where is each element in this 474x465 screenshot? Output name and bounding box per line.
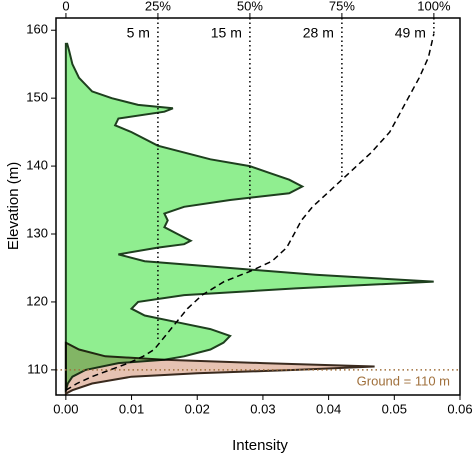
x-axis-label: Intensity bbox=[232, 437, 288, 454]
percentile-label: 28 m bbox=[303, 25, 334, 41]
x2-tick-label: 100% bbox=[417, 0, 451, 13]
y-tick-label: 110 bbox=[27, 361, 48, 376]
y-tick-label: 160 bbox=[26, 22, 48, 37]
percentile-label: 15 m bbox=[211, 25, 242, 41]
x-tick-label: 0.03 bbox=[250, 401, 275, 416]
x-tick-label: 0.04 bbox=[316, 401, 341, 416]
x-tick-label: 0.02 bbox=[185, 401, 210, 416]
y-axis-label: Elevation (m) bbox=[5, 162, 22, 250]
x-tick-label: 0.05 bbox=[382, 401, 407, 416]
percentile-label: 49 m bbox=[395, 25, 426, 41]
plot-frame bbox=[55, 17, 461, 396]
cumulative-line bbox=[65, 33, 435, 391]
x2-tick-label: 25% bbox=[145, 0, 171, 13]
x-tick-label: 0.00 bbox=[53, 401, 78, 416]
x-tick-label: 0.01 bbox=[119, 401, 144, 416]
percentile-label: 5 m bbox=[127, 25, 150, 41]
y-tick-label: 130 bbox=[26, 225, 48, 240]
x2-tick-label: 75% bbox=[329, 0, 355, 13]
y-tick-label: 120 bbox=[26, 293, 48, 308]
y-tick-label: 150 bbox=[26, 90, 48, 105]
x-tick-label: 0.06 bbox=[447, 401, 472, 416]
ground-label: Ground = 110 m bbox=[357, 373, 450, 388]
x2-tick-label: 0 bbox=[62, 0, 69, 13]
y-tick-label: 140 bbox=[26, 158, 48, 173]
waveform-area bbox=[64, 341, 375, 396]
x2-tick-label: 50% bbox=[237, 0, 263, 13]
